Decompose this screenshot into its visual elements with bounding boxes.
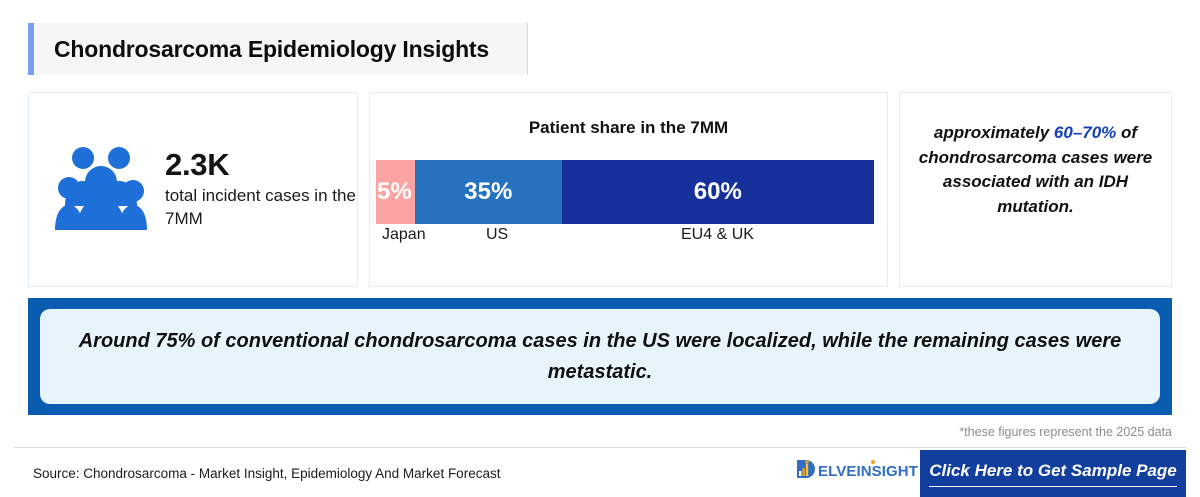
delveinsight-logo: ELVEINSIGHT (795, 458, 918, 484)
logo-wordmark-text: ELVEINSIGHT (818, 462, 918, 480)
incidence-value: 2.3K (165, 146, 230, 182)
patient-share-stacked-bar: 5% 35% 60% (376, 160, 874, 224)
bar-segment-japan: 5% (376, 160, 415, 224)
idh-highlight-value: 60–70% (1053, 123, 1117, 142)
footnote-text: *these figures represent the 2025 data (959, 425, 1172, 439)
idh-mutation-text: approximately 60–70% of chondrosarcoma c… (910, 121, 1161, 220)
people-group-icon (55, 144, 147, 235)
logo-dot-icon (871, 459, 875, 464)
stats-card-row: 2.3K total incident cases in the 7MM Pat… (28, 92, 1172, 287)
incidence-label: total incident cases in the 7MM (165, 186, 356, 228)
idh-text-before: approximately (933, 123, 1054, 142)
idh-mutation-card: approximately 60–70% of chondrosarcoma c… (899, 92, 1172, 287)
highlight-banner-inner: Around 75% of conventional chondrosarcom… (40, 309, 1160, 404)
highlight-banner: Around 75% of conventional chondrosarcom… (28, 298, 1172, 415)
source-text: Source: Chondrosarcoma - Market Insight,… (33, 466, 501, 481)
page-title: Chondrosarcoma Epidemiology Insights (54, 35, 489, 62)
get-sample-page-label: Click Here to Get Sample Page (929, 461, 1177, 487)
logo-mark-icon (795, 458, 817, 485)
incidence-text-block: 2.3K total incident cases in the 7MM (165, 147, 357, 233)
footer-divider (14, 447, 1186, 448)
idh-text-after: of chondrosarcoma cases were associated … (918, 123, 1153, 216)
bar-label-us: US (486, 226, 509, 243)
incidence-card-content: 2.3K total incident cases in the 7MM (29, 93, 357, 286)
get-sample-page-button[interactable]: Click Here to Get Sample Page (920, 450, 1186, 497)
page-title-bar: Chondrosarcoma Epidemiology Insights (28, 23, 528, 75)
patient-share-title: Patient share in the 7MM (528, 118, 729, 137)
bar-label-eu4-uk: EU4 & UK (681, 226, 754, 243)
bar-segment-us: 35% (414, 160, 562, 224)
patient-share-card: Patient share in the 7MM 5% 35% 60% Japa… (369, 92, 888, 287)
logo-wordmark: ELVEINSIGHT (818, 459, 918, 480)
highlight-banner-text: Around 75% of conventional chondrosarcom… (78, 329, 1122, 383)
bar-label-japan: Japan (382, 226, 426, 243)
bar-segment-eu4-uk: 60% (561, 160, 874, 224)
incidence-card: 2.3K total incident cases in the 7MM (28, 92, 358, 287)
patient-share-category-labels: Japan US EU4 & UK (376, 226, 874, 252)
